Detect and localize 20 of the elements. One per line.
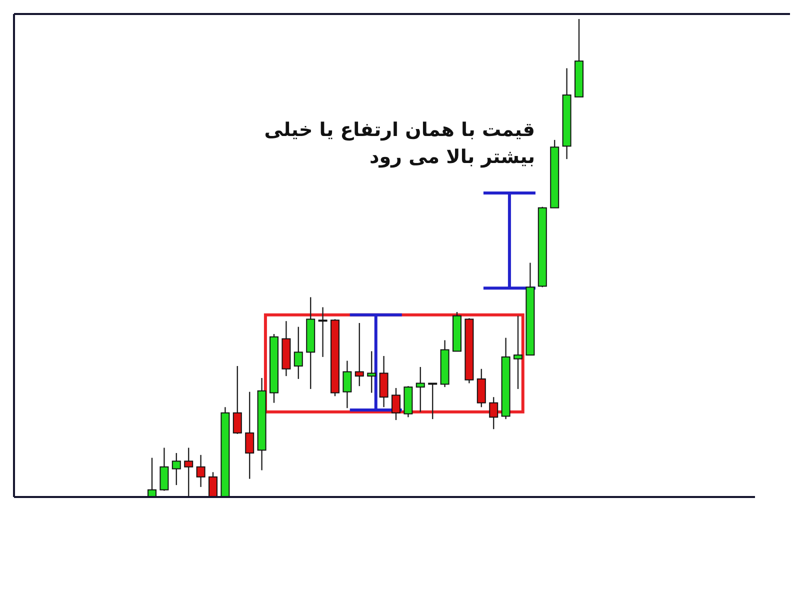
candlestick bbox=[489, 396, 498, 430]
candlestick bbox=[342, 360, 352, 409]
candlestick bbox=[354, 322, 364, 387]
candlestick bbox=[184, 447, 194, 498]
candlestick bbox=[196, 454, 206, 488]
candlestick bbox=[172, 452, 181, 486]
candlestick bbox=[208, 472, 218, 498]
candlestick bbox=[245, 391, 254, 480]
candlestick bbox=[160, 447, 169, 492]
annotation: قیمت با همان ارتفاع یا خیلی بیشتر بالا می رود bbox=[264, 119, 535, 168]
candlestick bbox=[367, 350, 376, 394]
candlestick bbox=[514, 315, 522, 390]
candlestick bbox=[416, 366, 425, 413]
candlestick bbox=[318, 306, 328, 358]
candlestick bbox=[379, 355, 388, 408]
candlestick bbox=[428, 382, 438, 420]
candlestick bbox=[392, 387, 400, 421]
candlestick bbox=[294, 326, 303, 380]
candlestick bbox=[232, 365, 242, 435]
candlestick bbox=[476, 368, 486, 408]
